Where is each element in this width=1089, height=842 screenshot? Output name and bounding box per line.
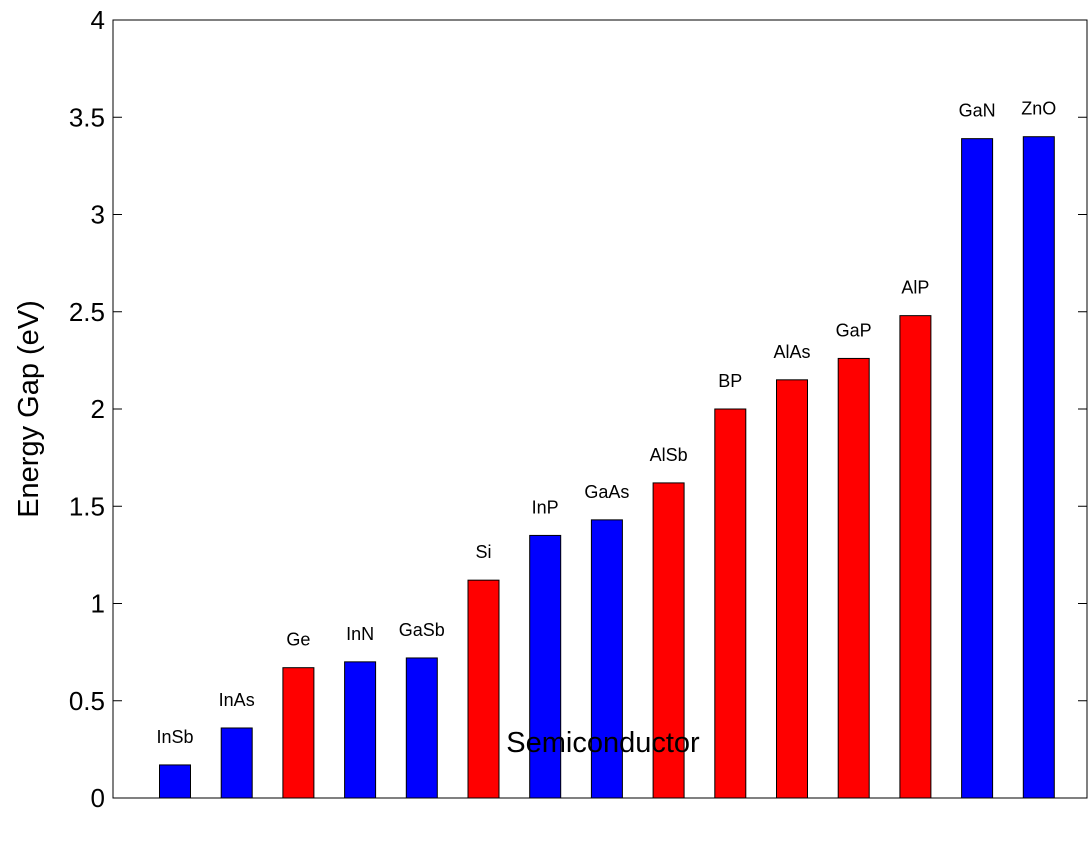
- y-tick-label: 2: [91, 394, 105, 424]
- y-tick-label: 0: [91, 783, 105, 813]
- y-tick-label: 1.5: [69, 491, 105, 521]
- bar-insb: [159, 764, 191, 799]
- y-axis: 0 0.5 1 1.5 2 2.5 3 3.5 4: [69, 5, 1087, 813]
- bar-label-zno: ZnO: [1021, 99, 1056, 119]
- y-tick-label: 3.5: [69, 102, 105, 132]
- bar-label-inp: InP: [532, 497, 559, 517]
- bar-gaas: [590, 519, 623, 799]
- bar-label-bp: BP: [718, 371, 742, 391]
- x-axis-title: Semiconductor: [506, 727, 700, 759]
- bar-si: [467, 579, 500, 799]
- bar-ge: [282, 667, 315, 799]
- bar-label-alsb: AlSb: [650, 445, 688, 465]
- y-tick-label: 1: [91, 589, 105, 619]
- bar-gap: [837, 357, 870, 799]
- bar-inas: [220, 727, 253, 799]
- bar-label-si: Si: [475, 542, 491, 562]
- bar-label-gaas: GaAs: [584, 482, 629, 502]
- y-tick-label: 0.5: [69, 686, 105, 716]
- bar-label-insb: InSb: [156, 727, 193, 747]
- bar-bp: [714, 408, 747, 799]
- bar-zno: [1022, 136, 1055, 799]
- bar-label-inn: InN: [346, 624, 374, 644]
- bar-label-alas: AlAs: [773, 342, 810, 362]
- bar-label-inas: InAs: [219, 690, 255, 710]
- y-tick-label: 4: [91, 5, 105, 35]
- bar-label-alp: AlP: [901, 278, 929, 298]
- bar-label-gan: GaN: [959, 101, 996, 121]
- bar-inp: [529, 534, 562, 799]
- bar-gasb: [405, 657, 438, 799]
- bar-inn: [344, 661, 377, 799]
- y-tick-label: 3: [91, 200, 105, 230]
- bar-labels-group: InSb InAs Ge InN GaSb Si InP GaAs AlSb BP AlAs GaP A…: [156, 99, 1056, 747]
- bar-label-gap: GaP: [836, 320, 872, 340]
- y-axis-title: Energy Gap (eV): [13, 300, 45, 518]
- bar-label-ge: Ge: [286, 630, 310, 650]
- bar-gan: [961, 138, 994, 799]
- bar-alsb: [652, 482, 685, 799]
- bars-group: [159, 136, 1055, 799]
- bar-label-gasb: GaSb: [399, 620, 445, 640]
- y-tick-label: 2.5: [69, 297, 105, 327]
- bar-alp: [899, 315, 932, 799]
- bar-alas: [776, 379, 808, 799]
